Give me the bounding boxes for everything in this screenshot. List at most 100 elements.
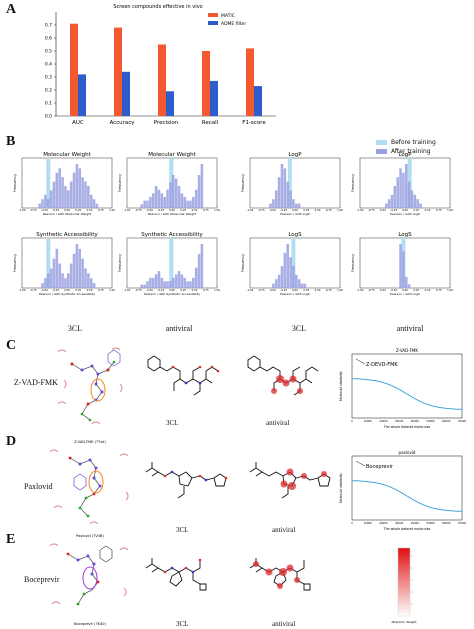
histogram-bar [189,281,192,288]
annotation-c: Z-DEVD-FMK [366,362,398,368]
histogram-xtick: 0.00 [169,208,175,212]
histogram-xtick: 1.00 [109,288,115,292]
histogram-bar [405,277,408,288]
plot-xtick: 40000 [411,419,420,423]
plot-title-d: paxlovid [399,450,416,455]
row-label-paxlovid: Paxlovid [24,482,53,491]
histogram-bar [289,257,292,288]
histogram-xlabel: Pearson r with Synthetic Accessibility [39,292,95,296]
histogram-bar [64,278,67,288]
histogram-bar [146,281,149,288]
histogram-xtick: 0.00 [64,208,70,212]
histogram-xlabel: Pearson r with Molecular Weight [148,212,197,216]
histogram-xtick: 1.00 [214,208,220,212]
histogram-bar [393,186,397,208]
molecule-c-antiviral [247,355,319,396]
histogram-xtick: 0.50 [87,288,93,292]
histogram-xtick: 0.25 [413,288,419,292]
histogram-bar [174,178,178,208]
histogram-bar [200,164,204,208]
histogram-xtick: 0.00 [402,288,408,292]
col-label-antiviral-left: antiviral [165,324,193,333]
bar-adme-2 [166,91,174,116]
histogram-xtick: 0.00 [292,288,298,292]
histogram-xtick: -0.50 [379,208,386,212]
complex-diagram-e: Paxlovid (7V4B) Boceprevir (7K40) [49,534,129,626]
row-label-zvadfmk: Z-VAD-FMK [14,378,58,387]
histogram-xtick: -1.00 [19,208,26,212]
before-training-band [46,158,51,208]
histogram-bar [194,189,198,208]
histogram-bar [402,172,405,208]
ylabel-c: Molecule similarity [339,371,343,401]
molecule-d-3cl [145,462,228,499]
histogram-bar [151,277,155,288]
histogram-xtick: 0.25 [75,208,81,212]
histogram-bar [55,248,59,288]
complex-diagram-d: Z-VAD-FMK (7Tzd) [49,440,129,525]
histogram-xtick: -0.50 [146,288,153,292]
histogram-bar [78,168,82,208]
histogram-ylabel: Frequency [118,254,122,272]
histogram-xtick: 0.75 [326,288,332,292]
histogram-xlabel: Pearson r with LogP [280,212,310,216]
histogram-bar [87,186,90,208]
histogram-bar [419,203,422,208]
panel-letter-e: E [6,532,16,547]
histogram-title: Molecular Weight [148,152,196,158]
histogram-bar [274,279,278,288]
histogram-bar [407,181,411,208]
legend-label-0: MATIC [221,13,235,19]
plot-xtick: 30000 [395,521,404,525]
histogram-bar [180,274,184,288]
histogram-bar [277,274,281,288]
histogram-xtick: 0.75 [203,288,209,292]
col-label-3cl-right: 3CL [291,324,307,333]
histogram-bar [399,244,402,288]
complex-label-e-bottom: Boceprevir (7K40) [74,622,106,626]
legend-label-before: Before training [391,139,436,146]
histogram-xlabel: Pearson r with LogS [390,292,420,296]
histogram-2: LogP Pearson r with LogP Frequency -1.00 -0.… [241,152,343,216]
similarity-curve [351,480,463,512]
row-label-boceprevir: Boceprevir [24,575,60,584]
histogram-ylabel: Frequency [13,174,17,192]
panel-letter-d: D [6,434,17,449]
histogram-xtick: -0.50 [379,288,386,292]
bar-adme-3 [210,80,218,116]
histogram-bar [183,277,187,288]
histogram-bar [297,279,301,288]
x-tick-label: AUC [72,120,84,126]
histogram-bar [157,271,161,288]
histogram-title: Synthetic Accessibility [141,232,203,238]
histogram-bar [172,277,175,288]
histogram-xtick: -1.00 [19,288,26,292]
histogram-bar [286,181,289,208]
histogram-bar [146,200,149,208]
before-training-band [46,238,51,288]
histogram-xtick: -0.75 [258,208,265,212]
plot-xtick: 20000 [379,419,388,423]
bar-matic-3 [202,51,210,116]
histogram-xtick: 1.00 [337,288,343,292]
histogram-bar [64,186,67,208]
histogram-bar [67,190,70,208]
histogram-xtick: -0.25 [157,288,164,292]
histogram-bar [384,203,388,208]
similarity-plot-c: Z-VAD-FMK Z-DEVD-FMK The whole dataset m… [339,348,466,429]
molecule-c-3cl [147,355,220,396]
histogram-xtick: -0.75 [368,208,375,212]
plot-xtick: 60000 [442,419,451,423]
caption-c-3cl: 3CL [166,419,179,427]
histogram-xtick: 1.00 [109,208,115,212]
legend-label-1: ADME filter [221,21,246,27]
histogram-xtick: 0.50 [315,288,321,292]
histogram-bar [52,258,56,288]
bar-matic-4 [246,48,254,116]
histogram-xtick: -1.00 [124,288,131,292]
histogram-bar [143,200,146,208]
histogram-bar [75,244,79,288]
histogram-bar [283,252,287,288]
plot-xtick: 40000 [411,521,420,525]
histogram-bar [46,199,50,208]
